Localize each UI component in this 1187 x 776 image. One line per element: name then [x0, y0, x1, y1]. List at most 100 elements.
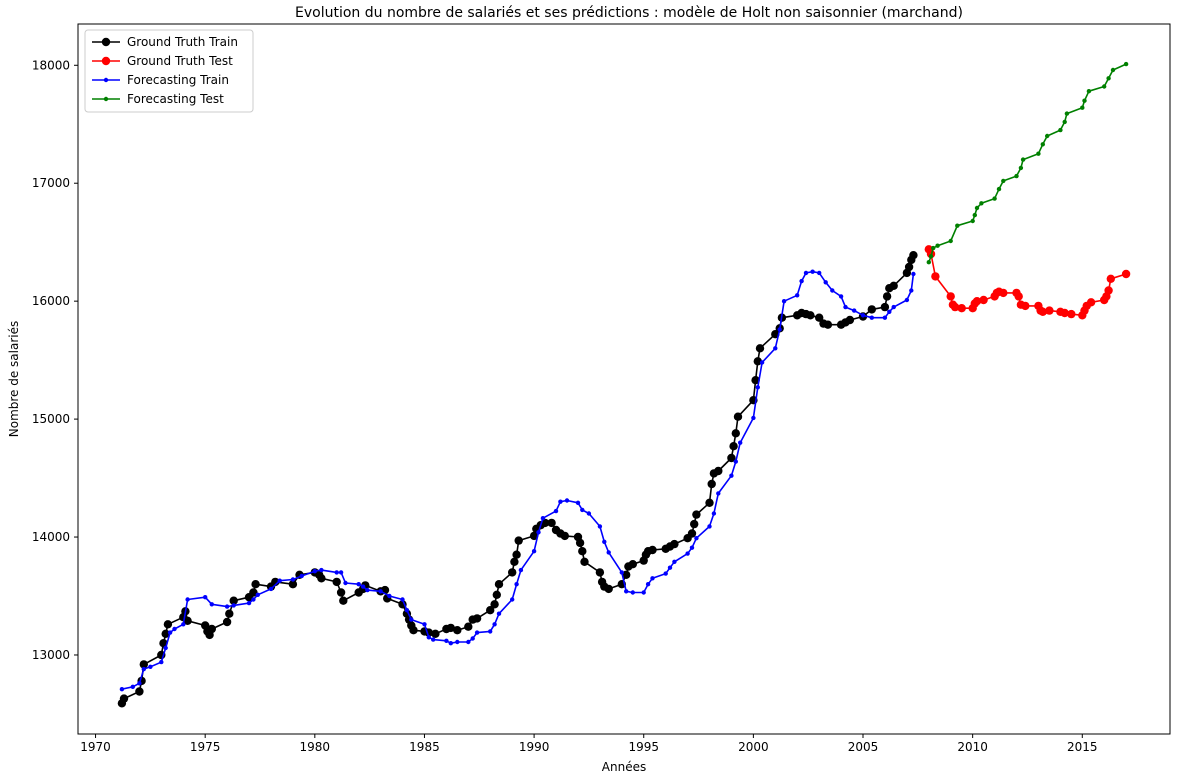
data-point [120, 694, 128, 702]
data-point [804, 271, 808, 275]
data-point [291, 577, 295, 581]
data-point [692, 510, 700, 518]
data-point [1063, 120, 1067, 124]
x-tick-label: 1985 [409, 740, 440, 754]
data-point [580, 508, 584, 512]
data-point [1107, 275, 1115, 283]
data-point [646, 582, 650, 586]
data-point [732, 429, 740, 437]
data-point [422, 622, 426, 626]
x-tick-label: 1995 [628, 740, 659, 754]
y-tick-label: 18000 [32, 58, 70, 72]
data-point [707, 524, 711, 528]
data-point [508, 568, 516, 576]
series-layer [118, 62, 1131, 708]
data-point [716, 491, 720, 495]
data-point [409, 626, 417, 634]
data-point [670, 540, 678, 548]
data-point [444, 639, 448, 643]
series-3 [927, 62, 1129, 265]
data-point [668, 566, 672, 570]
data-point [541, 516, 545, 520]
data-point [142, 667, 146, 671]
data-point [120, 687, 124, 691]
data-point [225, 604, 229, 608]
data-point [300, 574, 304, 578]
data-point [927, 260, 931, 264]
data-point [1001, 179, 1005, 183]
data-point [607, 550, 611, 554]
data-point [497, 612, 501, 616]
data-point [181, 622, 185, 626]
data-point [931, 246, 935, 250]
data-point [881, 303, 889, 311]
data-point [817, 271, 821, 275]
data-point [714, 467, 722, 475]
data-point [905, 298, 909, 302]
data-point [137, 681, 141, 685]
x-axis-label: Années [602, 760, 646, 774]
data-point [690, 546, 694, 550]
data-point [694, 536, 698, 540]
data-point [1080, 106, 1084, 110]
data-point [1021, 302, 1029, 310]
x-axis-ticks: 1970 1975 1980 1985 1990 1995 2000 2005 2010 2015 [80, 734, 1097, 754]
data-point [824, 321, 832, 329]
data-point [642, 590, 646, 594]
data-point [1036, 152, 1040, 156]
legend-label: Forecasting Train [127, 73, 229, 87]
data-point [979, 201, 983, 205]
data-point [810, 270, 814, 274]
data-point [629, 560, 637, 568]
data-point [185, 597, 189, 601]
data-point [883, 316, 887, 320]
data-point [547, 519, 555, 527]
legend: Ground Truth Train Ground Truth Test Forec… [85, 30, 253, 112]
data-point [1087, 298, 1095, 306]
data-point [846, 316, 854, 324]
data-point [1045, 134, 1049, 138]
y-tick-label: 16000 [32, 294, 70, 308]
data-point [1041, 142, 1045, 146]
data-point [519, 568, 523, 572]
data-point [532, 549, 536, 553]
data-point [339, 570, 343, 574]
data-point [949, 239, 953, 243]
data-point [490, 600, 498, 608]
data-point [361, 584, 365, 588]
y-axis-label: Nombre de salariés [7, 321, 21, 438]
data-point [958, 304, 966, 312]
series-0 [118, 251, 918, 708]
data-point [554, 509, 558, 513]
data-point [232, 603, 236, 607]
data-point [409, 617, 413, 621]
data-point [631, 590, 635, 594]
data-point [596, 568, 604, 576]
data-point [558, 500, 562, 504]
data-point [883, 292, 891, 300]
series-line [122, 255, 914, 703]
data-point [493, 591, 501, 599]
plot-frame [78, 24, 1170, 734]
data-point [1087, 89, 1091, 93]
data-point [1111, 68, 1115, 72]
data-point [365, 588, 369, 592]
x-tick-label: 1975 [190, 740, 221, 754]
data-point [929, 254, 933, 258]
data-point [455, 640, 459, 644]
data-point [806, 311, 814, 319]
data-point [852, 308, 856, 312]
data-point [473, 614, 481, 622]
x-tick-label: 2015 [1067, 740, 1098, 754]
data-point [843, 305, 847, 309]
data-point [580, 558, 588, 566]
x-tick-label: 2000 [738, 740, 769, 754]
data-point [708, 480, 716, 488]
data-point [357, 582, 361, 586]
data-point [799, 279, 803, 283]
data-point [225, 610, 233, 618]
data-point [909, 251, 917, 259]
data-point [734, 459, 738, 463]
data-point [1045, 306, 1053, 314]
data-point [466, 640, 470, 644]
